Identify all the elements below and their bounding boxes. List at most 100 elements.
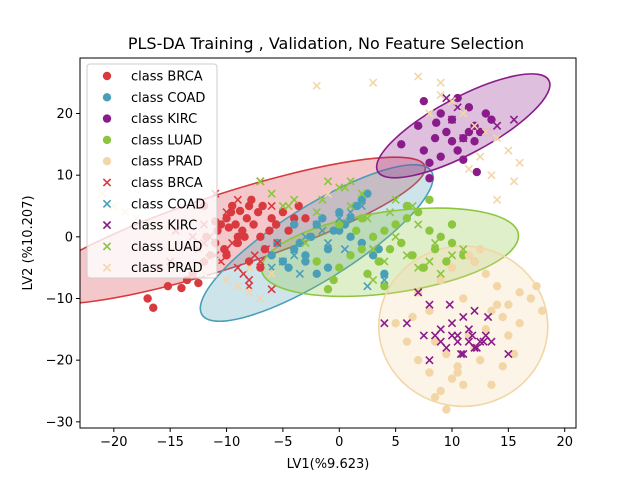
point-luad-training bbox=[351, 226, 361, 235]
point-kirc-validation bbox=[492, 121, 502, 130]
legend-label: class COAD bbox=[131, 91, 205, 106]
point-luad-validation bbox=[284, 201, 293, 211]
point-luad-training bbox=[391, 220, 400, 229]
point-luad-training bbox=[397, 238, 406, 248]
point-brca-training bbox=[233, 238, 243, 248]
point-prad-training bbox=[515, 318, 524, 328]
point-coad-training bbox=[351, 201, 361, 211]
plot-content bbox=[80, 72, 551, 414]
point-kirc-validation bbox=[380, 319, 389, 328]
point-prad-training bbox=[532, 281, 541, 291]
y-tick-label: 20 bbox=[56, 107, 73, 122]
point-kirc-validation bbox=[459, 134, 468, 143]
point-prad-training bbox=[481, 269, 491, 279]
point-prad-training bbox=[442, 349, 451, 359]
point-brca-training bbox=[149, 303, 158, 312]
point-luad-training bbox=[323, 285, 333, 294]
point-kirc-training bbox=[413, 121, 423, 131]
point-brca-training bbox=[256, 232, 265, 242]
point-kirc-validation bbox=[464, 337, 474, 346]
point-kirc-validation bbox=[453, 331, 462, 340]
point-brca-training bbox=[242, 214, 252, 223]
point-brca-validation bbox=[244, 275, 254, 285]
legend-label: class PRAD bbox=[131, 155, 203, 170]
point-kirc-validation bbox=[472, 343, 481, 352]
point-coad-training bbox=[306, 232, 316, 242]
point-luad-training bbox=[413, 207, 423, 217]
point-kirc-training bbox=[432, 118, 441, 127]
x-tick-label: 15 bbox=[500, 435, 517, 450]
point-prad-training bbox=[498, 312, 507, 322]
legend-label: class KIRC bbox=[131, 112, 197, 127]
point-brca-validation bbox=[267, 285, 276, 294]
point-kirc-training bbox=[436, 152, 445, 161]
point-coad-training bbox=[323, 244, 333, 254]
point-coad-training bbox=[357, 238, 367, 248]
legend-marker bbox=[102, 114, 112, 123]
point-coad-training bbox=[346, 214, 355, 223]
point-brca-training bbox=[235, 206, 245, 216]
y-tick-label: −20 bbox=[46, 354, 73, 369]
point-kirc-training bbox=[464, 127, 474, 137]
y-tick-label: −30 bbox=[46, 415, 73, 430]
point-prad-training bbox=[436, 386, 445, 396]
point-brca-training bbox=[294, 201, 303, 211]
point-coad-training bbox=[318, 214, 327, 223]
x-tick-label: 0 bbox=[335, 435, 343, 450]
point-brca-training bbox=[253, 207, 263, 217]
point-kirc-validation bbox=[445, 300, 454, 309]
y-tick-label: 10 bbox=[56, 169, 73, 184]
point-prad-training bbox=[464, 251, 474, 260]
point-prad-training bbox=[447, 263, 457, 272]
point-prad-validation bbox=[312, 81, 321, 90]
point-luad-validation bbox=[323, 177, 333, 186]
point-kirc-training bbox=[442, 127, 451, 137]
point-luad-training bbox=[436, 232, 445, 242]
point-prad-training bbox=[408, 312, 417, 322]
y-tick-label: 0 bbox=[65, 230, 73, 245]
point-brca-training bbox=[233, 232, 243, 242]
point-luad-validation bbox=[425, 257, 434, 266]
point-luad-validation bbox=[368, 245, 378, 254]
point-kirc-training bbox=[430, 133, 440, 143]
point-luad-training bbox=[419, 263, 429, 272]
point-luad-training bbox=[346, 251, 355, 260]
legend-marker bbox=[102, 135, 112, 145]
point-kirc-training bbox=[472, 167, 481, 177]
point-luad-validation bbox=[430, 238, 440, 248]
point-brca-validation bbox=[233, 195, 242, 204]
point-luad-training bbox=[312, 257, 321, 266]
legend-label: class PRAD bbox=[131, 261, 203, 276]
point-prad-training bbox=[537, 306, 547, 316]
point-kirc-validation bbox=[504, 349, 513, 359]
point-brca-validation bbox=[261, 245, 271, 254]
point-prad-validation bbox=[492, 195, 502, 204]
point-prad-training bbox=[475, 355, 485, 365]
point-prad-validation bbox=[222, 275, 231, 285]
point-brca-training bbox=[284, 226, 293, 235]
point-prad-training bbox=[504, 331, 513, 340]
point-prad-training bbox=[453, 362, 462, 371]
legend-marker bbox=[102, 220, 112, 230]
point-prad-validation bbox=[447, 97, 457, 106]
point-prad-training bbox=[459, 294, 468, 303]
point-luad-training bbox=[425, 195, 434, 205]
point-prad-training bbox=[509, 349, 519, 359]
point-brca-training bbox=[224, 223, 233, 232]
point-prad-validation bbox=[464, 164, 474, 174]
x-tick-label: −10 bbox=[213, 435, 240, 450]
point-prad-training bbox=[481, 325, 491, 334]
point-prad-training bbox=[459, 380, 468, 390]
point-kirc-validation bbox=[459, 312, 468, 322]
point-coad-training bbox=[323, 263, 333, 272]
point-luad-validation bbox=[368, 275, 378, 285]
point-brca-validation bbox=[256, 257, 265, 266]
point-prad-validation bbox=[470, 121, 479, 130]
point-kirc-validation bbox=[479, 337, 488, 346]
point-brca-training bbox=[220, 244, 229, 254]
point-kirc-training bbox=[481, 109, 491, 118]
point-brca-training bbox=[194, 278, 203, 288]
point-coad-training bbox=[368, 251, 378, 260]
point-luad-training bbox=[425, 226, 434, 235]
point-kirc-validation bbox=[456, 349, 466, 359]
